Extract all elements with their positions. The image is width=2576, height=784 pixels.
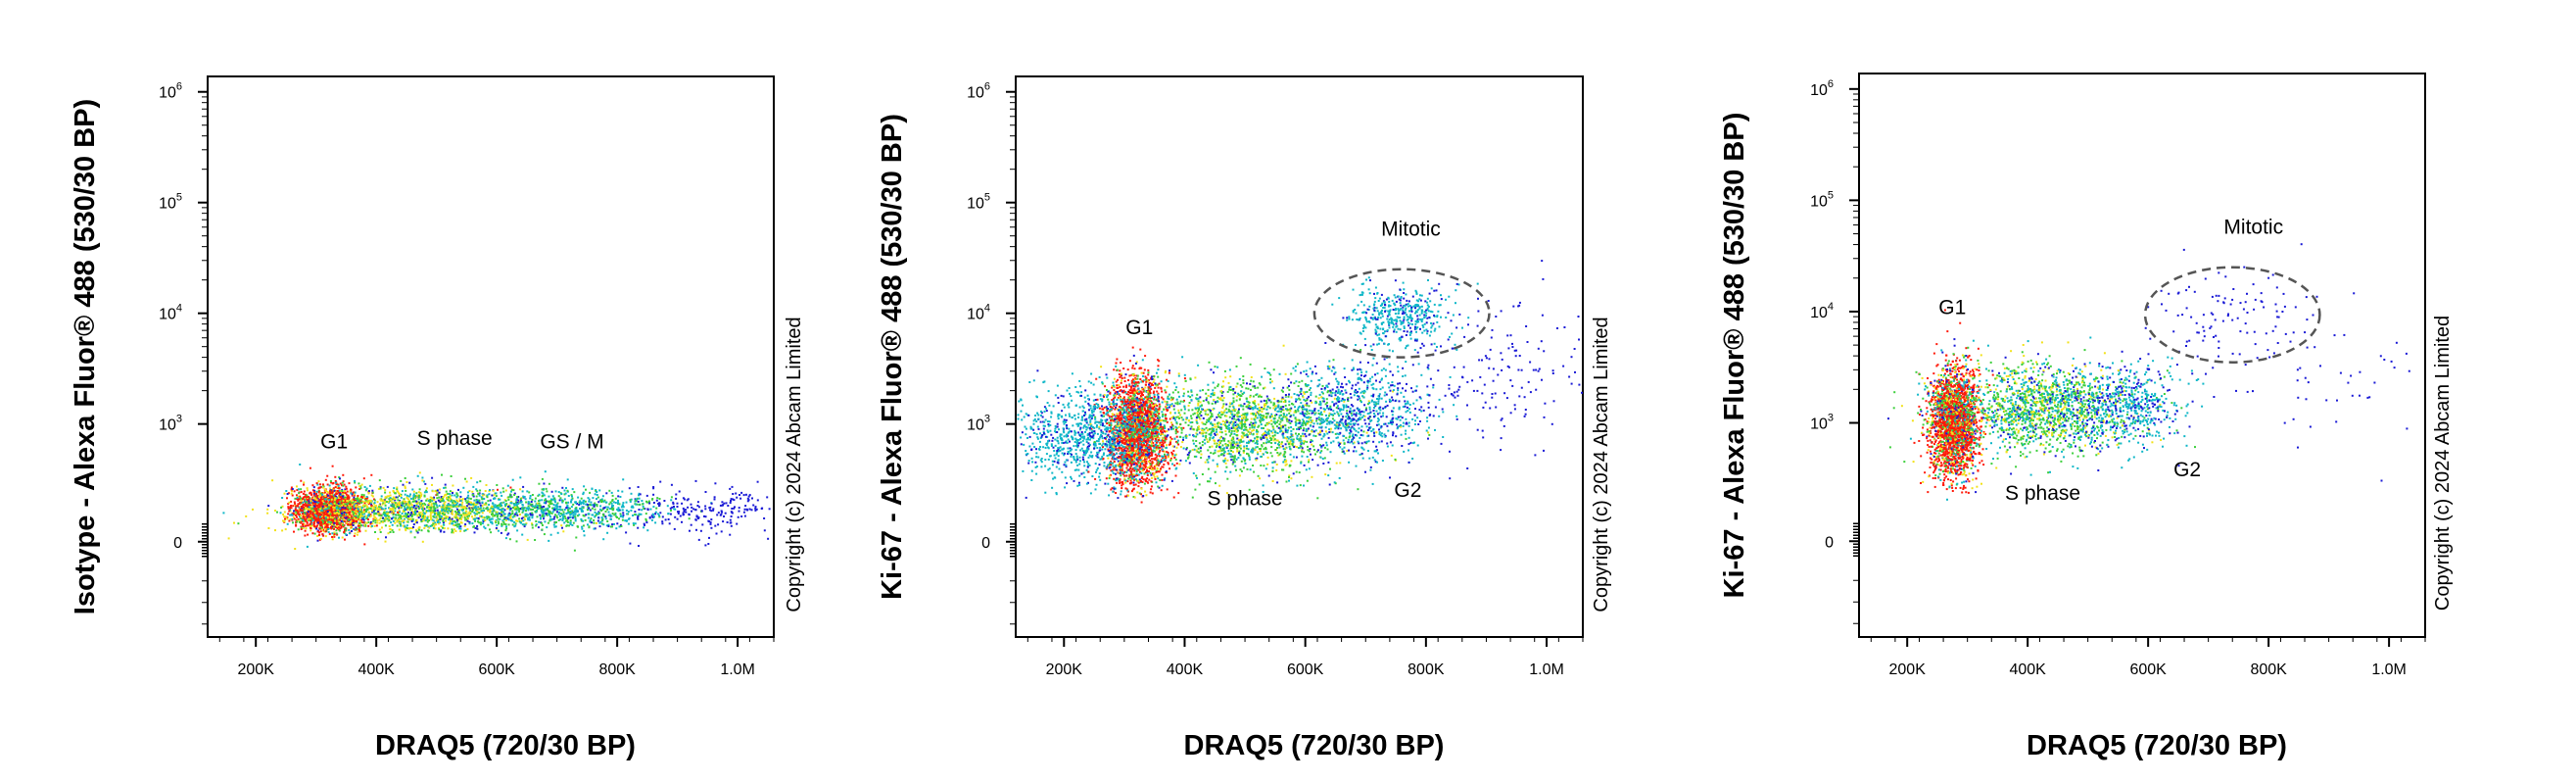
copyright-notice: Copyright (c) 2024 Abcam Limited bbox=[1591, 317, 1612, 612]
y-tick-label: 104 bbox=[1810, 301, 1834, 321]
scatter-points bbox=[1887, 243, 2410, 501]
panel-2: 200K 400K 600K 800K 1.0M 0 103 104 105 106 Mitotic… bbox=[877, 75, 1612, 761]
x-tick-label: 600K bbox=[478, 662, 515, 678]
y-tick-label: 105 bbox=[1810, 189, 1834, 210]
x-tick-label: 800K bbox=[598, 662, 636, 678]
annotation-g1: G1 bbox=[320, 431, 348, 454]
annotation-mitotic: Mitotic bbox=[1381, 219, 1441, 241]
x-tick-label: 200K bbox=[238, 662, 275, 678]
y-tick-label: 103 bbox=[159, 414, 182, 434]
gate-mitotic bbox=[1312, 268, 1491, 359]
y-axis-title: Ki-67 - Alexa Fluor® 488 (530/30 BP) bbox=[1719, 113, 1750, 599]
plot-frame bbox=[1858, 73, 2426, 638]
plot-frame bbox=[1015, 75, 1584, 638]
annotation-g2: G2 bbox=[2173, 459, 2201, 481]
x-tick-label: 200K bbox=[1889, 662, 1927, 678]
annotation-s-phase: S phase bbox=[1208, 488, 1283, 511]
y-axis-title: Ki-67 - Alexa Fluor® 488 (530/30 BP) bbox=[877, 114, 908, 600]
panel-1: 200K 400K 600K 800K 1.0M 0 103 104 105 106 G1 S pha… bbox=[70, 75, 805, 761]
x-tick-label: 400K bbox=[2009, 662, 2046, 678]
y-tick-label: 0 bbox=[981, 535, 990, 552]
y-tick-label: 103 bbox=[1810, 413, 1834, 433]
x-tick-label: 800K bbox=[2250, 662, 2287, 678]
y-tick-label: 105 bbox=[967, 192, 990, 213]
scatter-points bbox=[222, 464, 771, 552]
annotation-s-phase: S phase bbox=[417, 427, 493, 450]
x-tick-label: 600K bbox=[2129, 662, 2167, 678]
x-tick-label: 600K bbox=[1287, 662, 1324, 678]
copyright-notice: Copyright (c) 2024 Abcam Limited bbox=[784, 317, 805, 612]
annotation-g1: G1 bbox=[1938, 296, 1966, 318]
y-tick-label: 104 bbox=[159, 303, 182, 323]
y-tick-label: 106 bbox=[1810, 78, 1834, 99]
y-tick-label: 103 bbox=[967, 414, 990, 434]
copyright-notice: Copyright (c) 2024 Abcam Limited bbox=[2432, 316, 2454, 611]
plot-frame bbox=[207, 75, 775, 638]
annotation-mitotic: Mitotic bbox=[2223, 217, 2283, 239]
x-tick-label: 800K bbox=[1407, 662, 1445, 678]
x-tick-label: 1.0M bbox=[1529, 662, 1564, 678]
annotation-s-phase: S phase bbox=[2005, 482, 2080, 505]
y-tick-label: 106 bbox=[159, 81, 182, 102]
x-tick-label: 400K bbox=[1167, 662, 1204, 678]
x-tick-label: 1.0M bbox=[720, 662, 755, 678]
y-tick-label: 106 bbox=[967, 81, 990, 102]
x-tick-label: 400K bbox=[358, 662, 395, 678]
annotation-g1: G1 bbox=[1125, 317, 1153, 339]
scatter-points bbox=[1017, 260, 1583, 504]
x-tick-label: 200K bbox=[1046, 662, 1083, 678]
y-axis-title: Isotype - Alexa Fluor® 488 (530/30 BP) bbox=[70, 99, 101, 614]
panel-3: 200K 400K 600K 800K 1.0M 0 103 104 105 106 Mitotic… bbox=[1719, 73, 2454, 761]
annotation-g2: G2 bbox=[1394, 479, 1421, 502]
y-tick-label: 0 bbox=[173, 535, 182, 552]
y-tick-label: 0 bbox=[1825, 534, 1834, 551]
annotation-gs-m: GS / M bbox=[540, 431, 603, 454]
x-tick-label: 1.0M bbox=[2371, 662, 2407, 678]
y-tick-label: 105 bbox=[159, 192, 182, 213]
x-axis-title: DRAQ5 (720/30 BP) bbox=[1184, 730, 1445, 761]
x-axis-title: DRAQ5 (720/30 BP) bbox=[375, 730, 636, 761]
y-tick-label: 104 bbox=[967, 303, 990, 323]
x-axis-title: DRAQ5 (720/30 BP) bbox=[2027, 730, 2287, 761]
gate-mitotic bbox=[2143, 266, 2321, 364]
